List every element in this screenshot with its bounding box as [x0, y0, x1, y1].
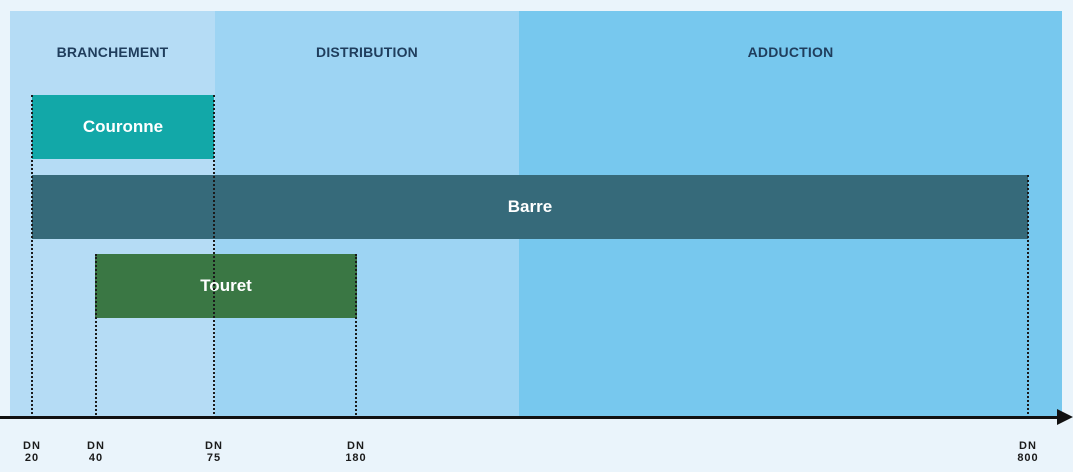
axis-arrow-icon — [1057, 409, 1073, 425]
tick-label-line1: DN — [347, 440, 365, 452]
guide-line-dn180 — [355, 254, 357, 418]
guide-line-dn800 — [1027, 175, 1029, 418]
axis-line — [0, 416, 1060, 419]
guide-line-dn40 — [95, 254, 97, 418]
tick-label-line2: 180 — [345, 452, 367, 464]
guide-line-dn20 — [31, 95, 33, 418]
tick-dn75: DN 75 — [189, 440, 239, 464]
tick-dn180: DN 180 — [331, 440, 381, 464]
zone-label-distribution: DISTRIBUTION — [316, 44, 418, 60]
zone-label-branchement: BRANCHEMENT — [56, 44, 169, 60]
tick-dn20: DN 20 — [7, 440, 57, 464]
tick-dn40: DN 40 — [71, 440, 121, 464]
zone-label-adduction: ADDUCTION — [747, 44, 834, 60]
bar-barre: Barre — [32, 175, 1028, 239]
tick-label-line2: 800 — [1017, 452, 1039, 464]
guide-line-dn75 — [213, 95, 215, 418]
tick-label-line1: DN — [1019, 440, 1037, 452]
tick-label-line2: 20 — [24, 452, 40, 464]
tick-label-line1: DN — [23, 440, 41, 452]
bar-touret: Touret — [95, 254, 357, 318]
tick-label-line2: 75 — [206, 452, 222, 464]
tick-dn800: DN 800 — [1003, 440, 1053, 464]
tick-label-line2: 40 — [88, 452, 104, 464]
tick-label-line1: DN — [205, 440, 223, 452]
tick-label-line1: DN — [87, 440, 105, 452]
bar-couronne: Couronne — [32, 95, 214, 159]
